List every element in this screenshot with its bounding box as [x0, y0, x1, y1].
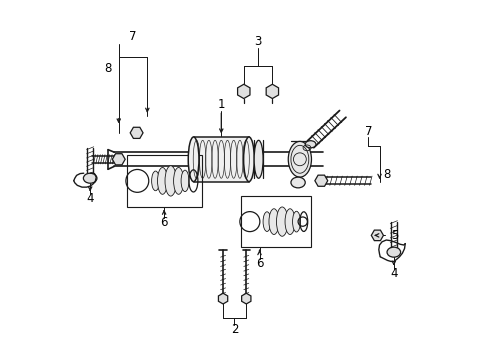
Text: 5: 5: [390, 229, 397, 242]
Ellipse shape: [276, 207, 287, 236]
Ellipse shape: [305, 141, 315, 148]
Ellipse shape: [188, 137, 199, 181]
Text: 7: 7: [129, 30, 137, 43]
Text: 4: 4: [86, 193, 94, 206]
Text: 1: 1: [217, 99, 224, 112]
Ellipse shape: [243, 137, 254, 181]
Ellipse shape: [386, 247, 400, 257]
Text: 2: 2: [230, 323, 238, 336]
Ellipse shape: [268, 209, 278, 234]
Ellipse shape: [151, 171, 159, 191]
Ellipse shape: [83, 173, 97, 183]
Ellipse shape: [287, 141, 311, 177]
Ellipse shape: [285, 209, 294, 234]
Ellipse shape: [290, 177, 305, 188]
Text: 7: 7: [365, 125, 372, 138]
Text: 3: 3: [254, 35, 261, 48]
Text: 8: 8: [383, 168, 390, 181]
Text: 8: 8: [104, 62, 111, 75]
Ellipse shape: [263, 212, 270, 231]
Ellipse shape: [181, 170, 188, 192]
Bar: [241, 196, 310, 247]
Text: 6: 6: [255, 257, 263, 270]
Ellipse shape: [254, 140, 263, 178]
Ellipse shape: [157, 167, 167, 194]
Bar: [126, 155, 201, 207]
Ellipse shape: [173, 167, 183, 194]
Text: 4: 4: [389, 267, 397, 280]
Ellipse shape: [164, 166, 176, 196]
Ellipse shape: [292, 211, 300, 232]
Text: 6: 6: [160, 216, 167, 229]
Bar: [193, 137, 248, 181]
